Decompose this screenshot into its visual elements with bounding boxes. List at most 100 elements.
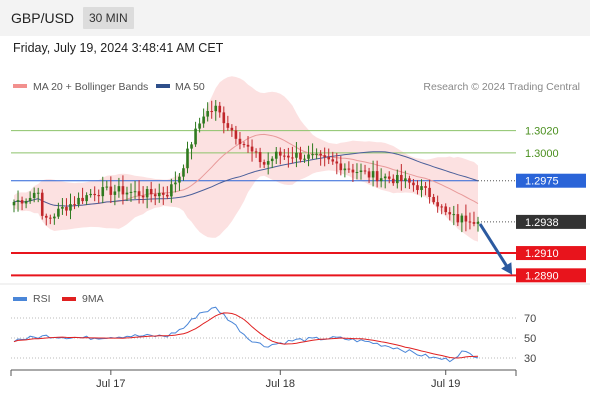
candle bbox=[242, 141, 246, 148]
forecast-arrow-icon bbox=[478, 223, 513, 275]
candle bbox=[89, 188, 92, 198]
credit-text: Research © 2024 Trading Central bbox=[423, 81, 580, 93]
pivot-label: 1.2975 bbox=[525, 176, 559, 188]
candle bbox=[404, 170, 407, 189]
candle bbox=[412, 178, 415, 192]
candle bbox=[444, 203, 448, 216]
candle bbox=[149, 181, 153, 203]
candle bbox=[476, 216, 480, 232]
candle bbox=[323, 147, 326, 167]
candle bbox=[311, 143, 314, 160]
candle bbox=[250, 139, 254, 162]
candle bbox=[335, 152, 339, 175]
candle bbox=[291, 146, 294, 164]
candle bbox=[206, 102, 209, 122]
support-price-tag bbox=[516, 268, 586, 283]
bb-legend-label: MA 20 + Bollinger Bands bbox=[33, 81, 148, 93]
candle bbox=[339, 155, 343, 176]
bollinger-band-fill bbox=[14, 76, 478, 242]
candle bbox=[464, 204, 468, 232]
candle bbox=[367, 167, 371, 184]
candle bbox=[460, 213, 464, 233]
resistance-label: 1.3000 bbox=[525, 148, 559, 160]
candle bbox=[93, 186, 96, 202]
resistance-label: 1.3020 bbox=[525, 126, 559, 138]
candle bbox=[315, 148, 318, 160]
candle bbox=[262, 159, 266, 168]
rsi-ma-legend-swatch bbox=[62, 297, 76, 301]
candle bbox=[32, 187, 36, 203]
candle bbox=[436, 195, 439, 213]
last-price-tag bbox=[516, 214, 586, 229]
candle bbox=[182, 164, 185, 181]
candle bbox=[186, 141, 189, 174]
candle bbox=[351, 163, 355, 183]
candle bbox=[129, 183, 133, 202]
instrument-title: GBP/USD bbox=[11, 10, 75, 26]
candle bbox=[210, 100, 214, 119]
candle bbox=[97, 189, 101, 204]
candle bbox=[246, 136, 250, 153]
candle bbox=[379, 168, 383, 188]
timeframe-button[interactable]: 30 MIN bbox=[83, 7, 134, 29]
candle bbox=[40, 189, 44, 220]
candle bbox=[109, 176, 113, 204]
candle bbox=[121, 175, 125, 205]
candle bbox=[468, 212, 472, 230]
candle bbox=[12, 199, 16, 213]
candle bbox=[295, 142, 298, 168]
candle bbox=[174, 171, 177, 193]
candle bbox=[283, 148, 286, 160]
candle bbox=[161, 186, 165, 205]
candle bbox=[428, 179, 431, 204]
candle bbox=[166, 186, 169, 200]
x-tick-label: Jul 18 bbox=[266, 378, 295, 390]
candle bbox=[44, 213, 48, 226]
candle bbox=[194, 121, 197, 147]
candle bbox=[28, 191, 32, 204]
candle bbox=[53, 213, 56, 225]
candle bbox=[371, 160, 375, 187]
candle bbox=[24, 198, 28, 209]
candle bbox=[153, 188, 157, 206]
candle bbox=[319, 150, 322, 166]
support-label: 1.2890 bbox=[525, 270, 559, 282]
candle bbox=[424, 181, 427, 196]
candle bbox=[274, 147, 278, 164]
candle bbox=[452, 205, 456, 226]
candle bbox=[238, 132, 242, 150]
candle bbox=[448, 207, 452, 221]
bb-legend-swatch bbox=[13, 84, 27, 88]
candle bbox=[303, 154, 306, 163]
ma50-legend-label: MA 50 bbox=[175, 81, 205, 93]
candle bbox=[456, 204, 460, 227]
candle bbox=[383, 173, 387, 189]
candle bbox=[157, 183, 161, 203]
candle bbox=[359, 163, 363, 180]
candle bbox=[105, 180, 109, 191]
candle bbox=[61, 197, 64, 215]
candle bbox=[133, 180, 137, 199]
candle bbox=[125, 186, 129, 202]
support-price-tag bbox=[516, 246, 586, 261]
candle bbox=[36, 187, 40, 203]
candle bbox=[270, 156, 274, 169]
candle bbox=[327, 148, 331, 164]
candle bbox=[420, 179, 423, 198]
candle bbox=[16, 190, 20, 212]
candle bbox=[226, 115, 230, 131]
pivot-price-tag bbox=[516, 173, 586, 188]
candle bbox=[218, 101, 222, 118]
candle bbox=[347, 161, 351, 173]
candle bbox=[222, 106, 226, 134]
rsi-ma-legend-label: 9MA bbox=[82, 293, 104, 305]
candle bbox=[178, 173, 181, 191]
candle bbox=[254, 148, 258, 158]
rsi-line bbox=[13, 306, 479, 363]
candle bbox=[230, 124, 234, 137]
candle bbox=[117, 177, 121, 198]
candle bbox=[69, 193, 72, 220]
candle bbox=[307, 145, 310, 167]
candle bbox=[202, 108, 205, 128]
candle bbox=[49, 214, 52, 225]
